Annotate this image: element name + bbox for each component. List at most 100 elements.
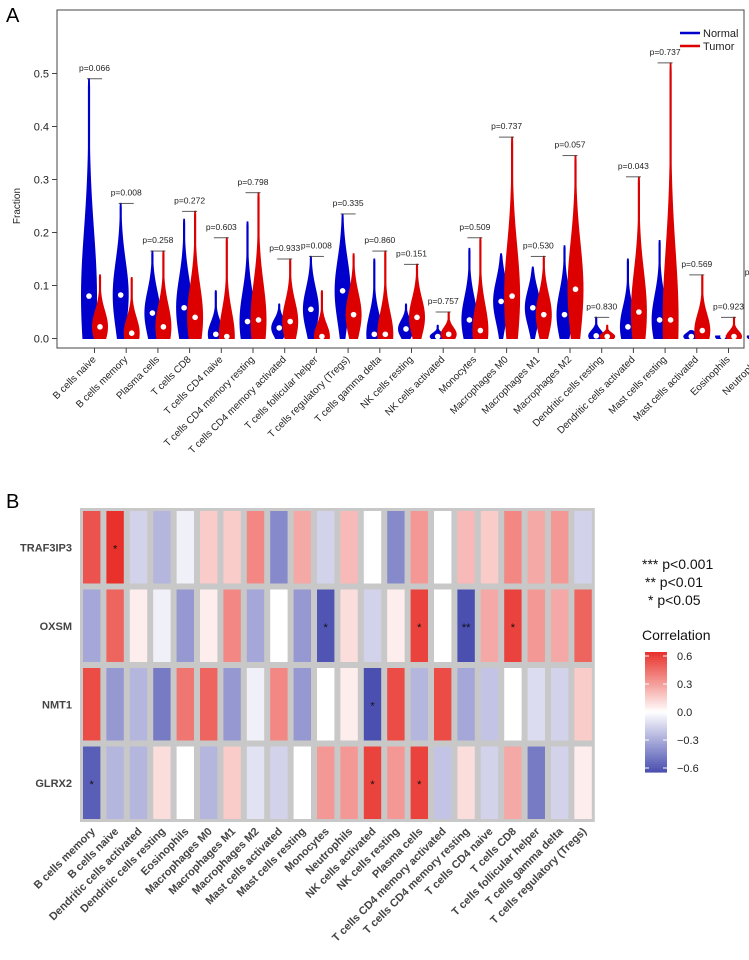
heatmap-cell	[387, 511, 405, 584]
heatmap-cell	[480, 589, 499, 662]
y-tick-label: 0.4	[34, 122, 49, 134]
tumor-median-point	[128, 330, 135, 337]
significance-legend: *** p<0.001 ** p<0.01 * p<0.05	[642, 556, 713, 608]
heatmap-cell	[527, 746, 545, 819]
heatmap-cell	[223, 746, 241, 819]
colorbar-tick-label: 0.0	[677, 707, 692, 719]
heatmap-cell	[129, 668, 148, 741]
heatmap-cell	[83, 668, 101, 741]
heatmap-cell	[270, 511, 288, 584]
heatmap-cell	[457, 746, 475, 819]
heatmap-cell	[574, 746, 592, 819]
pvalue-label: p=0.066	[79, 63, 110, 73]
tumor-median-point	[160, 324, 167, 330]
colorbar-segment	[645, 710, 667, 713]
heatmap-cell	[363, 511, 382, 584]
tumor-violin	[725, 316, 743, 339]
heatmap-cell	[153, 511, 171, 584]
panel-label-a: A	[6, 5, 20, 27]
heatmap-cell	[153, 589, 171, 662]
tumor-violin	[377, 250, 394, 339]
heatmap-cell	[574, 589, 592, 662]
pvalue-label: p=0.830	[586, 301, 617, 311]
heatmap-cell	[457, 511, 475, 584]
heatmap-cell	[83, 746, 101, 819]
normal-violin	[302, 255, 319, 339]
colorbar-segment	[645, 728, 667, 731]
normal-median-point	[86, 293, 92, 299]
colorbar-segment	[645, 744, 667, 747]
significance-star: *	[324, 622, 329, 634]
colorbar: Correlation 0.6 0.3 0.0 −0.3 −0.6	[642, 627, 710, 775]
tumor-violin	[409, 263, 425, 339]
y-tick-label: 0.3	[34, 175, 49, 187]
colorbar-segment	[645, 714, 667, 717]
normal-median-point	[434, 333, 441, 340]
heatmap-cell	[434, 589, 452, 662]
heatmap-cell	[106, 511, 124, 584]
pvalue-label: p=0.258	[142, 235, 173, 245]
heatmap-cell	[504, 589, 522, 662]
row-label-nmt1: NMT1	[42, 699, 72, 711]
colorbar-segment	[645, 682, 667, 685]
heatmap-cell	[551, 511, 569, 584]
tumor-violin	[472, 237, 489, 339]
tumor-median-point	[287, 318, 294, 325]
normal-violin	[556, 245, 573, 339]
heatmap-cell	[457, 589, 475, 662]
significance-star: *	[113, 543, 118, 555]
colorbar-segment	[645, 758, 667, 761]
legend-label-normal: Normal	[703, 28, 738, 40]
heatmap-cell	[176, 668, 194, 741]
colorbar-segment	[645, 722, 667, 725]
heatmap-cell	[480, 746, 499, 819]
significance-star: *	[370, 779, 375, 791]
heatmap-cell	[293, 589, 311, 662]
row-label-oxsm: OXSM	[40, 621, 72, 633]
heatmap-cell	[176, 511, 194, 584]
colorbar-segment	[645, 694, 667, 697]
heatmap-cell	[363, 668, 382, 741]
tumor-median-point	[667, 317, 674, 323]
column-label-dendritic-cells-activated: Dendritic cells activated	[47, 826, 145, 924]
tumor-median-point	[572, 286, 579, 293]
significance-star: *	[511, 622, 516, 634]
pvalue-label: p=0.757	[428, 296, 459, 306]
heatmap-cell	[504, 511, 522, 584]
colorbar-segment	[645, 748, 667, 751]
pvalue-label: p=0.569	[681, 259, 712, 269]
heatmap-cell	[410, 668, 428, 741]
x-tick-label: T cells CD4 naive	[162, 354, 225, 417]
heatmap-cell	[223, 668, 241, 741]
heatmap-cell	[434, 746, 452, 819]
normal-median-point	[276, 325, 283, 331]
tumor-median-point	[382, 331, 389, 338]
colorbar-segment	[645, 738, 667, 741]
tumor-median-point	[699, 327, 706, 334]
heatmap-cell	[270, 746, 288, 819]
pvalue-label: p=0.057	[555, 140, 586, 150]
colorbar-segment	[645, 764, 667, 767]
tumor-violin	[345, 253, 362, 339]
colorbar-segment	[645, 752, 667, 755]
heatmap-cell	[387, 589, 405, 662]
pvalue-label: p=0.603	[206, 222, 237, 232]
normal-violin	[112, 202, 129, 339]
pvalue-label: p=0.530	[523, 240, 554, 250]
heatmap-cell	[340, 589, 358, 662]
normal-violin	[398, 303, 414, 339]
colorbar-segment	[645, 678, 667, 681]
y-tick-label: 0.2	[34, 228, 49, 240]
heatmap-cell	[270, 668, 288, 741]
tumor-violin	[282, 258, 299, 339]
heatmap-cell	[317, 746, 335, 819]
tumor-median-point	[350, 311, 357, 318]
pvalue-label: p=0.509	[459, 222, 490, 232]
tumor-violin	[155, 250, 172, 339]
heatmap-cell	[363, 589, 382, 662]
heatmap-cell	[200, 668, 218, 741]
heatmap-cell	[527, 589, 545, 662]
heatmap-cell	[106, 589, 124, 662]
